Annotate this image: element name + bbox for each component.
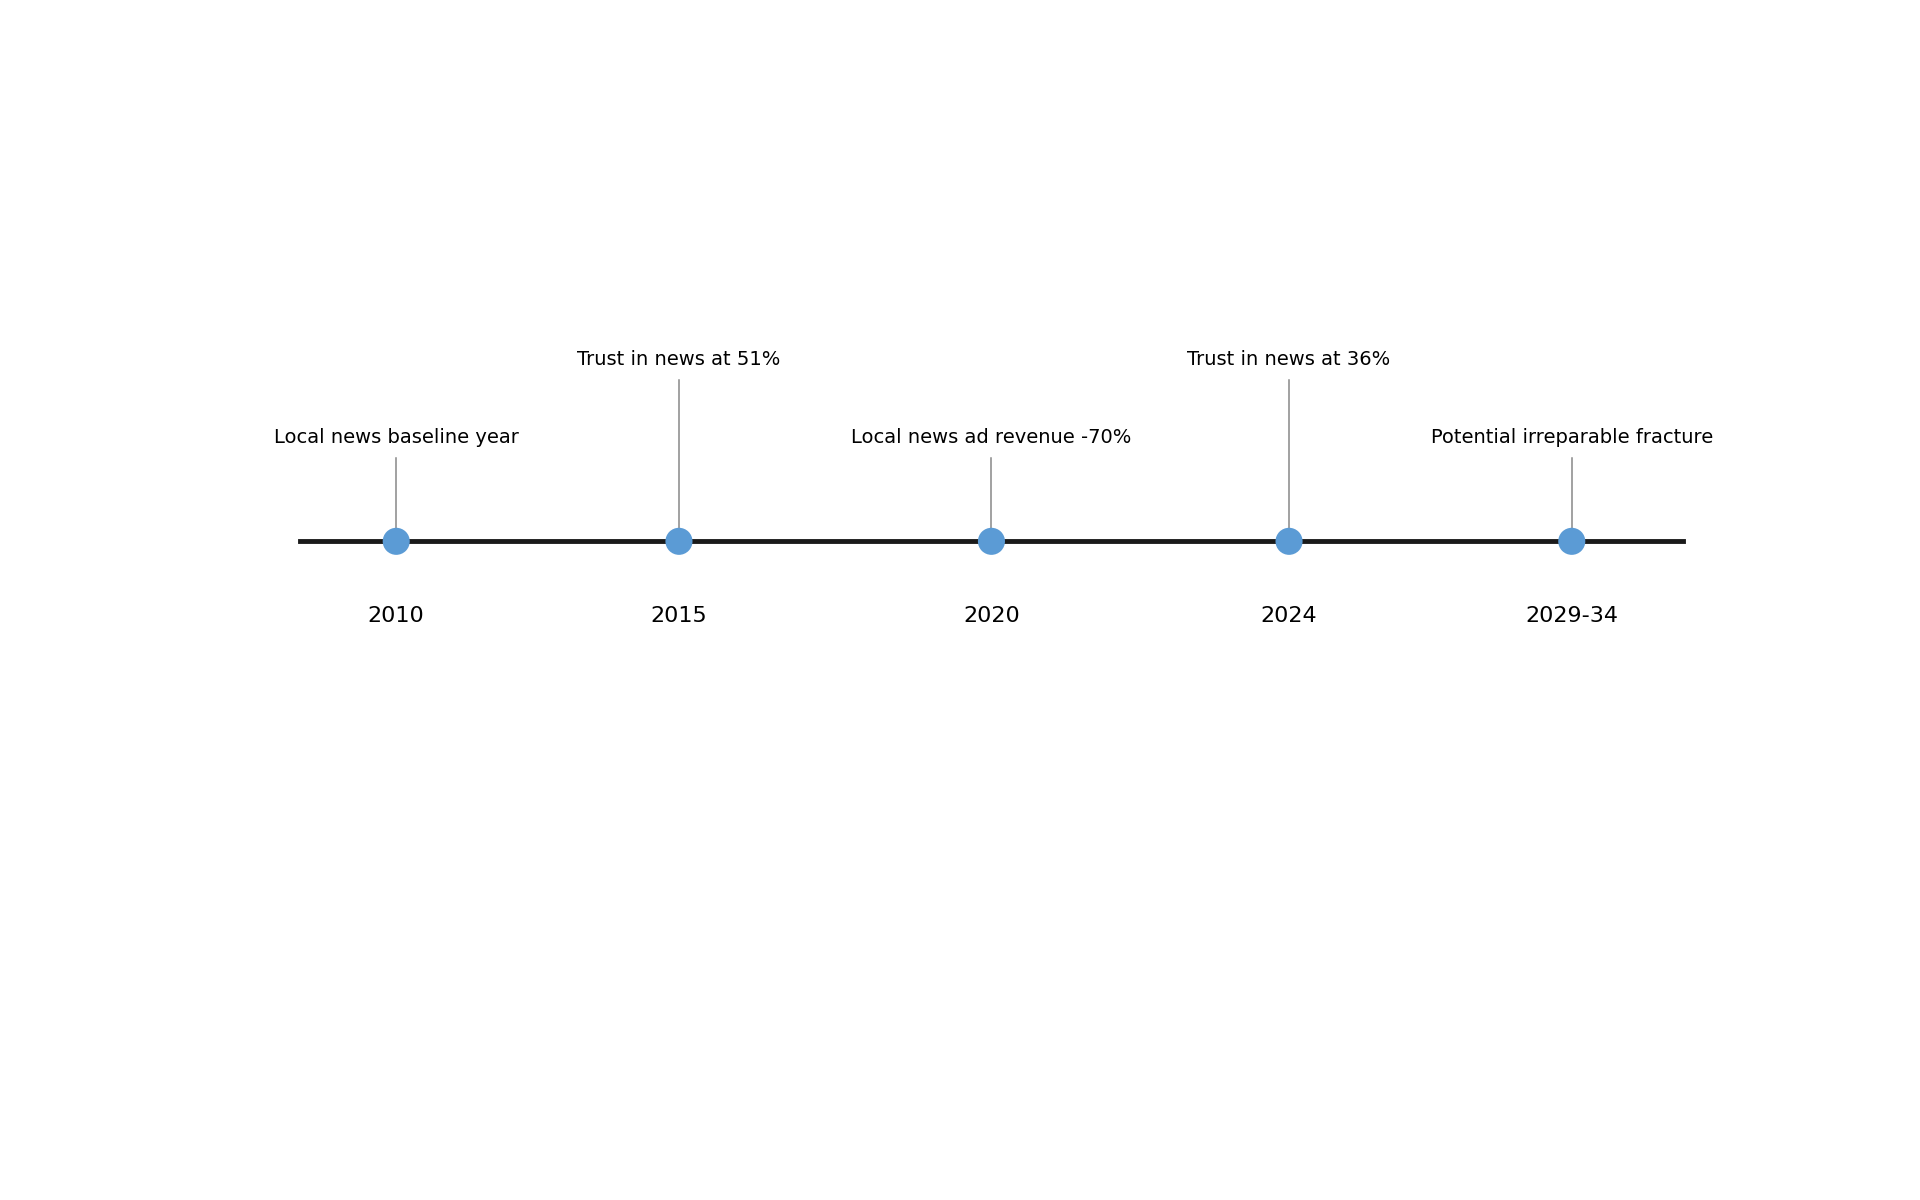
- Text: 2010: 2010: [369, 606, 424, 626]
- Point: [664, 532, 695, 551]
- Text: 2020: 2020: [964, 606, 1020, 626]
- Text: Trust in news at 51%: Trust in news at 51%: [578, 349, 781, 368]
- Point: [975, 532, 1006, 551]
- Text: 2015: 2015: [651, 606, 707, 626]
- Text: 2029-34: 2029-34: [1524, 606, 1619, 626]
- Point: [1273, 532, 1304, 551]
- Text: Local news baseline year: Local news baseline year: [275, 428, 518, 448]
- Text: 2024: 2024: [1261, 606, 1317, 626]
- Point: [1557, 532, 1588, 551]
- Text: Potential irreparable fracture: Potential irreparable fracture: [1430, 428, 1713, 448]
- Text: Trust in news at 36%: Trust in news at 36%: [1187, 349, 1390, 368]
- Text: Local news ad revenue -70%: Local news ad revenue -70%: [851, 428, 1131, 448]
- Point: [380, 532, 411, 551]
